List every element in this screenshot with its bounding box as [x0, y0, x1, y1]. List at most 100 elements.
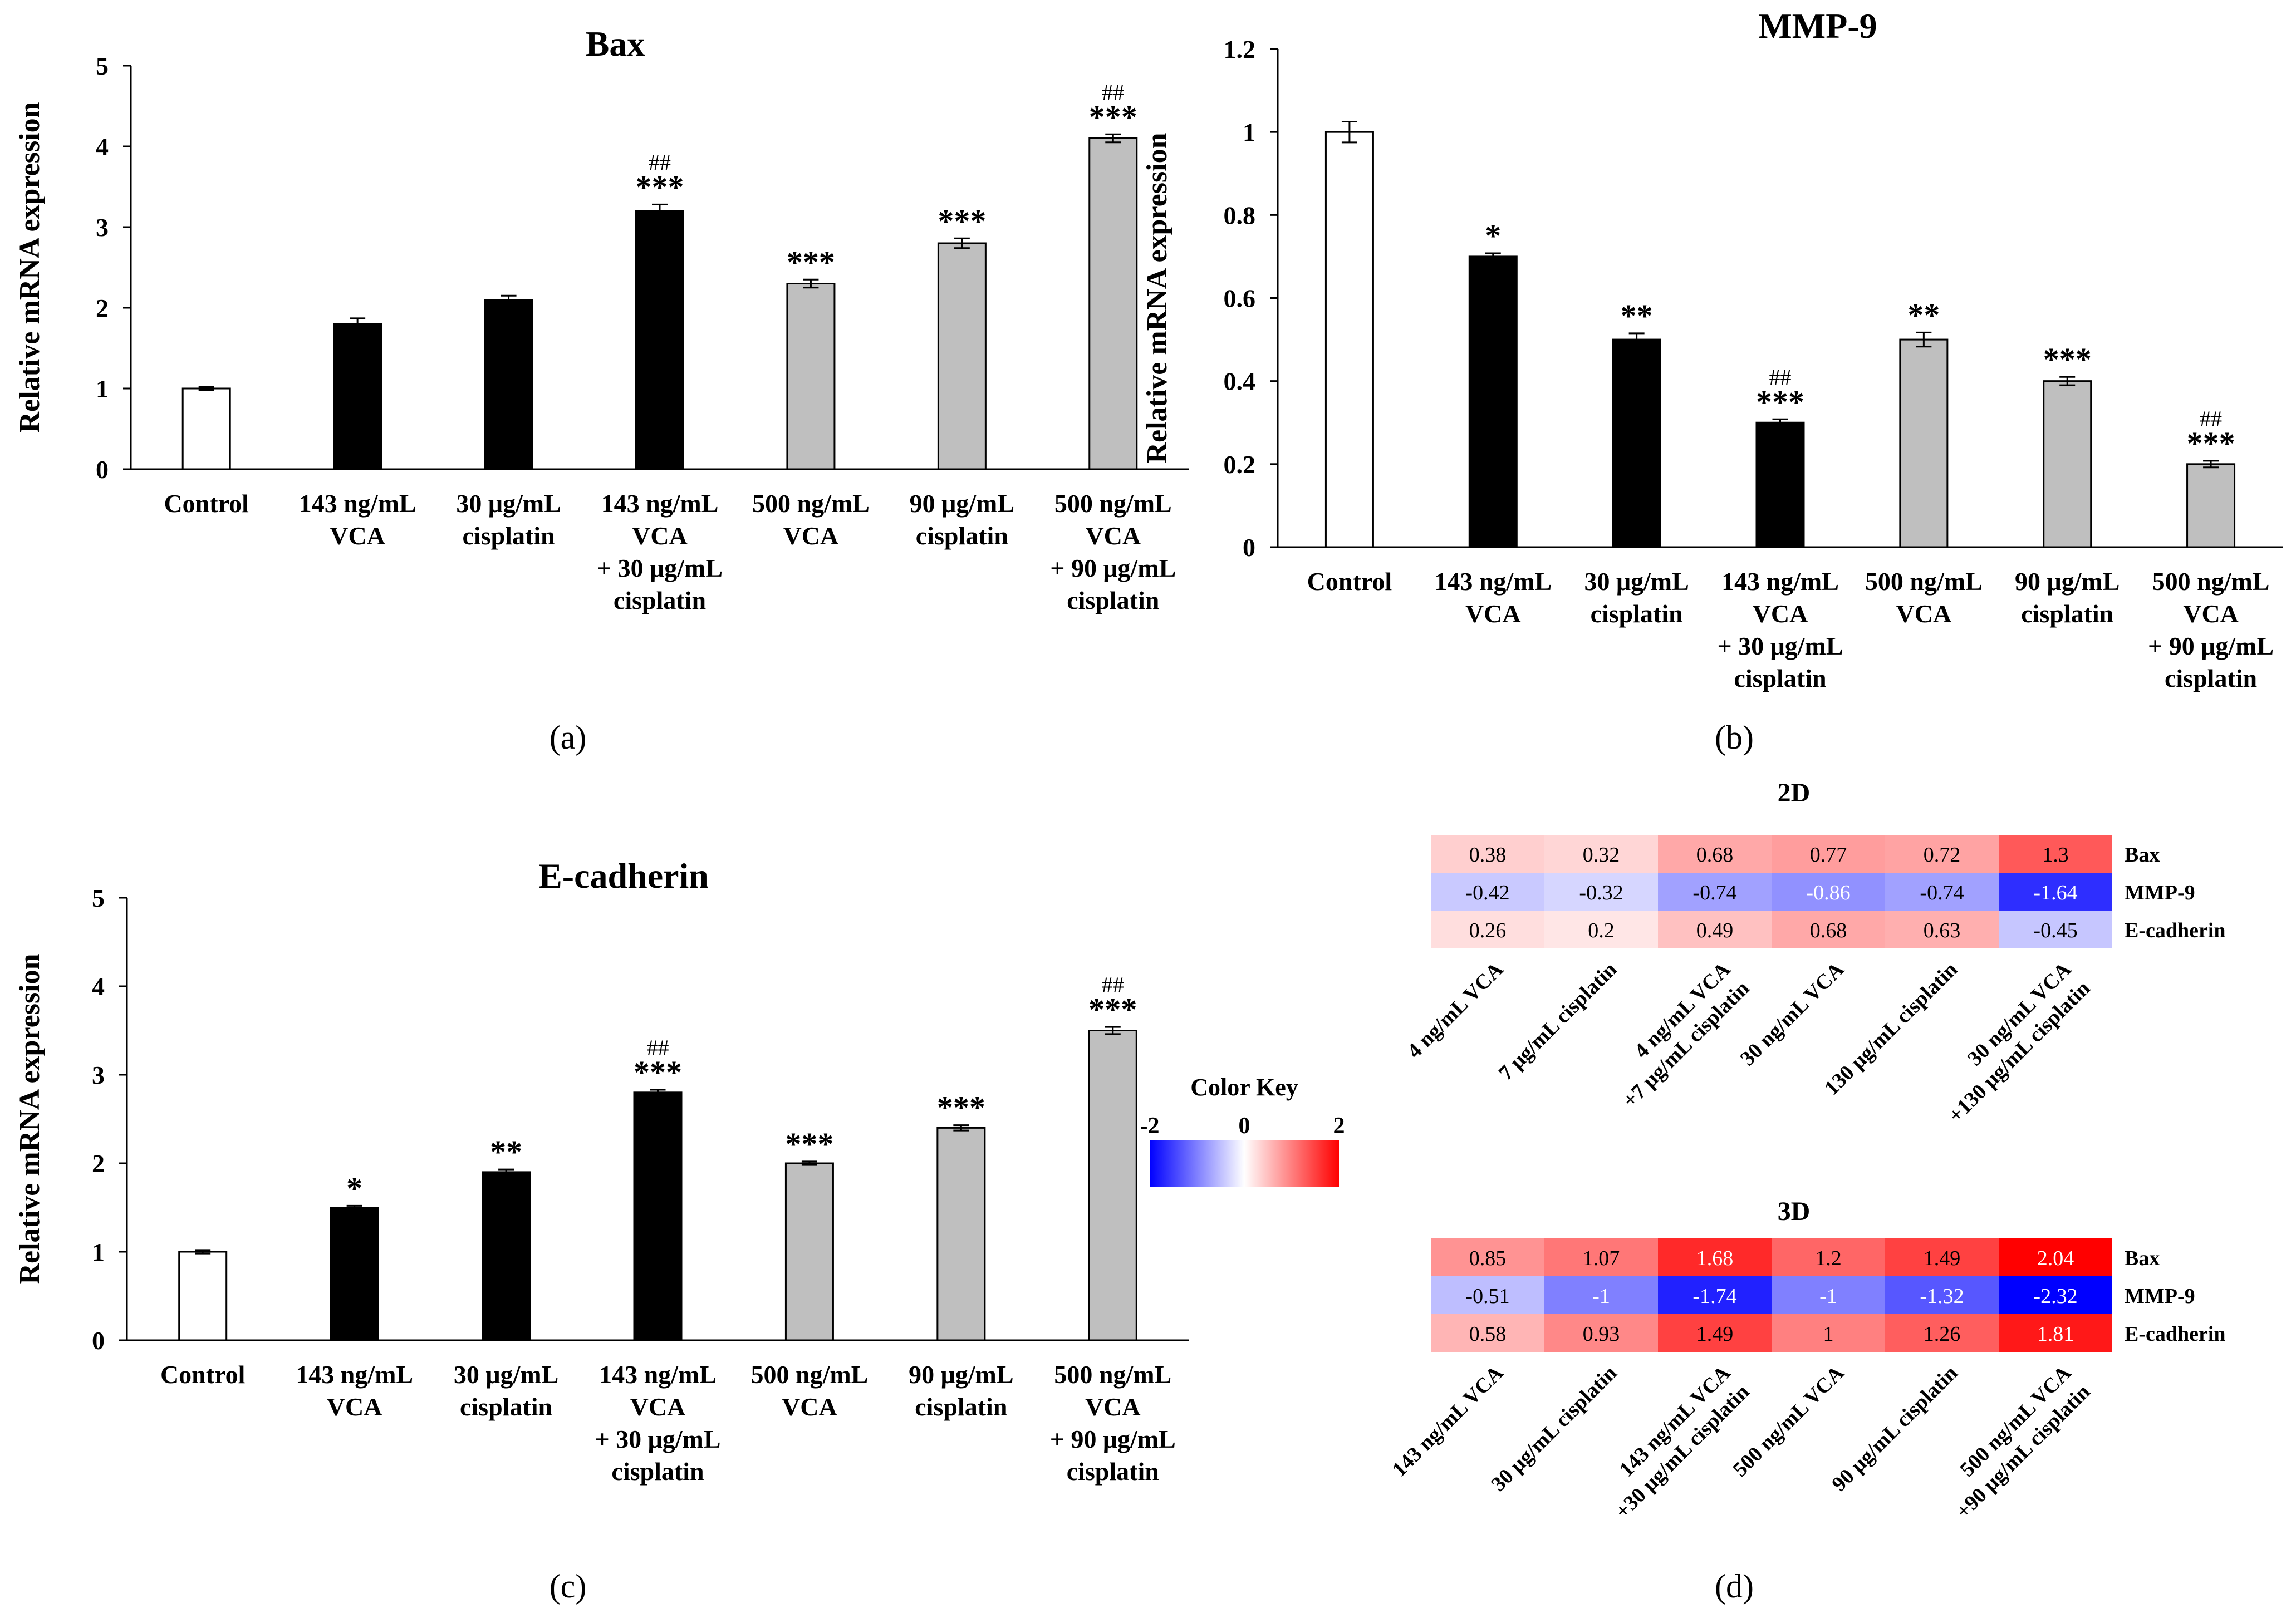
category-label: VCA — [782, 1393, 837, 1421]
heatmap-cell — [1658, 873, 1772, 911]
heatmap-cell — [1658, 1314, 1772, 1352]
bar — [1468, 255, 1518, 548]
y-tick-label: 0.6 — [1224, 284, 1256, 313]
heatmap-cell-value: -0.32 — [1579, 881, 1623, 904]
bar — [937, 242, 987, 470]
heatmap-cell-value: 1 — [1823, 1322, 1834, 1346]
heatmap-cell-value: 0.85 — [1469, 1247, 1507, 1270]
heatmap-cell-value: 0.68 — [1696, 843, 1734, 867]
chart-title: E-cadherin — [538, 856, 709, 896]
heatmap-cell-value: -1.64 — [2033, 881, 2077, 904]
heatmap-cell — [1772, 873, 1885, 911]
bar — [1088, 1030, 1137, 1341]
heatmap-cell — [1772, 1276, 1885, 1314]
category-label: cisplatin — [1067, 1457, 1159, 1486]
heatmap-cell — [1658, 1238, 1772, 1276]
category-label: cisplatin — [1591, 599, 1683, 628]
heatmap-cell-value: -0.86 — [1806, 881, 1850, 904]
category-label: VCA — [327, 1393, 382, 1421]
y-axis-label: Relative mRNA expression — [14, 102, 46, 432]
heatmap-cell-value: 0.93 — [1583, 1322, 1620, 1346]
heatmap-row-label: MMP-9 — [2125, 1285, 2195, 1308]
significance-label: *** — [785, 1126, 833, 1162]
hash-significance-label: ## — [647, 1035, 669, 1060]
heatmap-column-label: 143 ng/mL VCA+30 μg/mL cisplatin — [1592, 1361, 1754, 1523]
panel-label: (d) — [1715, 1568, 1754, 1605]
heatmap-cell-value: -0.51 — [1465, 1285, 1509, 1308]
heatmap-cell — [1544, 1238, 1658, 1276]
category-label: cisplatin — [462, 522, 555, 550]
heatmap-cell-value: 1.07 — [1583, 1247, 1620, 1270]
heatmap-cell — [1431, 1238, 1544, 1276]
heatmap-column-label-line: 30 ng/mL VCA — [1736, 957, 1849, 1070]
bar — [1324, 131, 1374, 548]
heatmap-cell-value: 2.04 — [2037, 1247, 2074, 1270]
heatmap-cell-value: 1.49 — [1696, 1322, 1734, 1346]
heatmap-cell — [1544, 835, 1658, 873]
category-label: 500 ng/mL — [1054, 1360, 1171, 1389]
heatmap-cell — [1885, 1276, 1999, 1314]
heatmap-title: 3D — [1778, 1197, 1811, 1226]
bar — [1755, 421, 1805, 548]
category-label: Control — [1307, 567, 1392, 596]
heatmap-cell-value: 0.38 — [1469, 843, 1507, 867]
category-label: cisplatin — [916, 522, 1008, 550]
chart-title: Bax — [586, 24, 645, 63]
y-tick-label: 4 — [96, 132, 109, 161]
bar — [635, 210, 684, 470]
bar — [484, 299, 533, 470]
heatmap-cell — [1658, 1276, 1772, 1314]
color-key-tick-label: 2 — [1333, 1113, 1345, 1139]
heatmap-cell-value: 1.81 — [2037, 1322, 2074, 1346]
heatmap-cell — [1772, 835, 1885, 873]
category-label: cisplatin — [460, 1393, 552, 1421]
category-label: 143 ng/mL — [599, 1360, 717, 1389]
panel-label: (b) — [1715, 719, 1754, 756]
heatmap-column-label-line: 500 ng/mL VCA — [1729, 1361, 1849, 1481]
heatmap-column-label-line: 30 μg/mL cisplatin — [1486, 1361, 1621, 1496]
heatmap-column-label-line: 4 ng/mL VCA — [1402, 957, 1508, 1063]
color-key-tick-label: -2 — [1140, 1113, 1160, 1139]
y-tick-label: 5 — [96, 52, 109, 80]
category-label: VCA — [1753, 599, 1808, 628]
significance-label: ** — [1621, 298, 1653, 334]
heatmap-cell — [1658, 835, 1772, 873]
y-tick-label: 3 — [96, 213, 109, 242]
y-tick-label: 0 — [92, 1326, 105, 1355]
heatmap-cell-value: -2.32 — [2033, 1285, 2077, 1308]
heatmap-cell-value: -0.45 — [2033, 919, 2077, 942]
y-tick-label: 0.2 — [1224, 450, 1256, 479]
y-tick-label: 3 — [92, 1061, 105, 1089]
category-label: VCA — [783, 522, 839, 550]
category-label: VCA — [1896, 599, 1952, 628]
heatmap-cell — [1772, 1314, 1885, 1352]
heatmap-row-label: Bax — [2125, 1247, 2160, 1270]
heatmap-cell-value: 0.68 — [1810, 919, 1847, 942]
category-label: cisplatin — [611, 1457, 704, 1486]
heatmap-cell — [1431, 1276, 1544, 1314]
heatmap-column-label: 4 ng/mL VCA — [1402, 957, 1508, 1063]
heatmap-cell — [1431, 911, 1544, 948]
heatmap-cell — [1772, 911, 1885, 948]
heatmap-column-label: 30 μg/mL cisplatin — [1486, 1361, 1621, 1496]
category-label: + 30 μg/mL — [595, 1425, 720, 1453]
category-label: 143 ng/mL — [296, 1360, 413, 1389]
significance-label: *** — [2043, 341, 2092, 377]
y-tick-label: 1.2 — [1224, 35, 1256, 63]
heatmap-row-label: E-cadherin — [2125, 1322, 2226, 1346]
heatmap-column-label: 143 ng/mL VCA — [1388, 1361, 1508, 1481]
y-tick-label: 1 — [92, 1238, 105, 1266]
bar — [333, 323, 382, 470]
category-label: cisplatin — [614, 586, 706, 614]
category-label: VCA — [330, 522, 385, 550]
hash-significance-label: ## — [2200, 406, 2222, 431]
significance-label: *** — [2187, 425, 2235, 461]
y-tick-label: 0.4 — [1224, 367, 1256, 396]
y-tick-label: 0 — [1243, 533, 1255, 562]
category-label: 500 ng/mL — [1054, 489, 1172, 518]
significance-label: *** — [634, 1054, 682, 1090]
color-key-tick-label: 0 — [1239, 1113, 1250, 1139]
y-tick-label: 2 — [92, 1149, 105, 1178]
heatmap-cell — [1658, 911, 1772, 948]
bar-chart-mmp9: MMP-9 Relative mRNA expression 0 0.2 0.4 0.6 0… — [1141, 6, 2283, 756]
